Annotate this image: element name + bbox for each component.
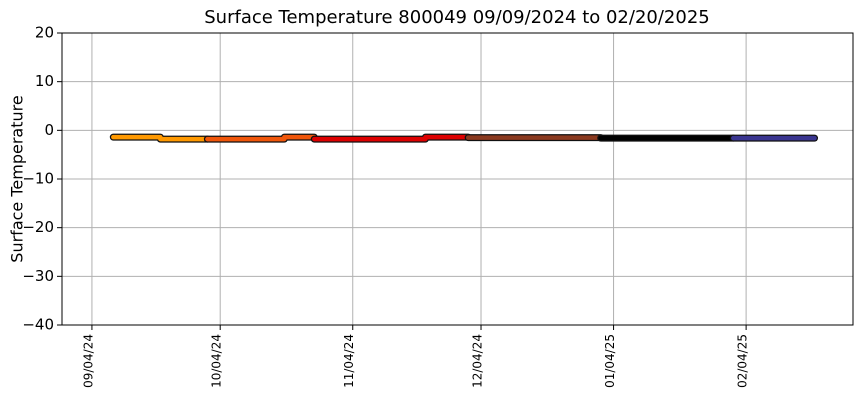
series-line: [205, 134, 317, 142]
y-tick-label: −10: [22, 170, 54, 188]
x-tick-label: 09/04/24: [81, 334, 95, 388]
y-tick-label: 10: [35, 72, 54, 90]
y-tick-label: −30: [22, 267, 54, 285]
x-tick-label: 11/04/24: [342, 334, 356, 388]
y-tick-label: −20: [22, 218, 54, 236]
x-tick-label: 12/04/24: [471, 334, 485, 388]
series-line: [111, 134, 210, 142]
chart-title: Surface Temperature 800049 09/09/2024 to…: [204, 7, 709, 28]
y-tick-label: 20: [35, 24, 54, 42]
y-tick-label: −40: [22, 316, 54, 334]
x-tick-label: 01/04/25: [603, 334, 617, 388]
series-line: [312, 134, 471, 142]
x-tick-label: 02/04/25: [736, 334, 750, 388]
y-axis-label: Surface Temperature: [8, 95, 27, 262]
y-tick-label: 0: [44, 121, 54, 139]
plot-frame: [61, 32, 854, 326]
x-tick-label: 10/04/24: [210, 334, 224, 388]
